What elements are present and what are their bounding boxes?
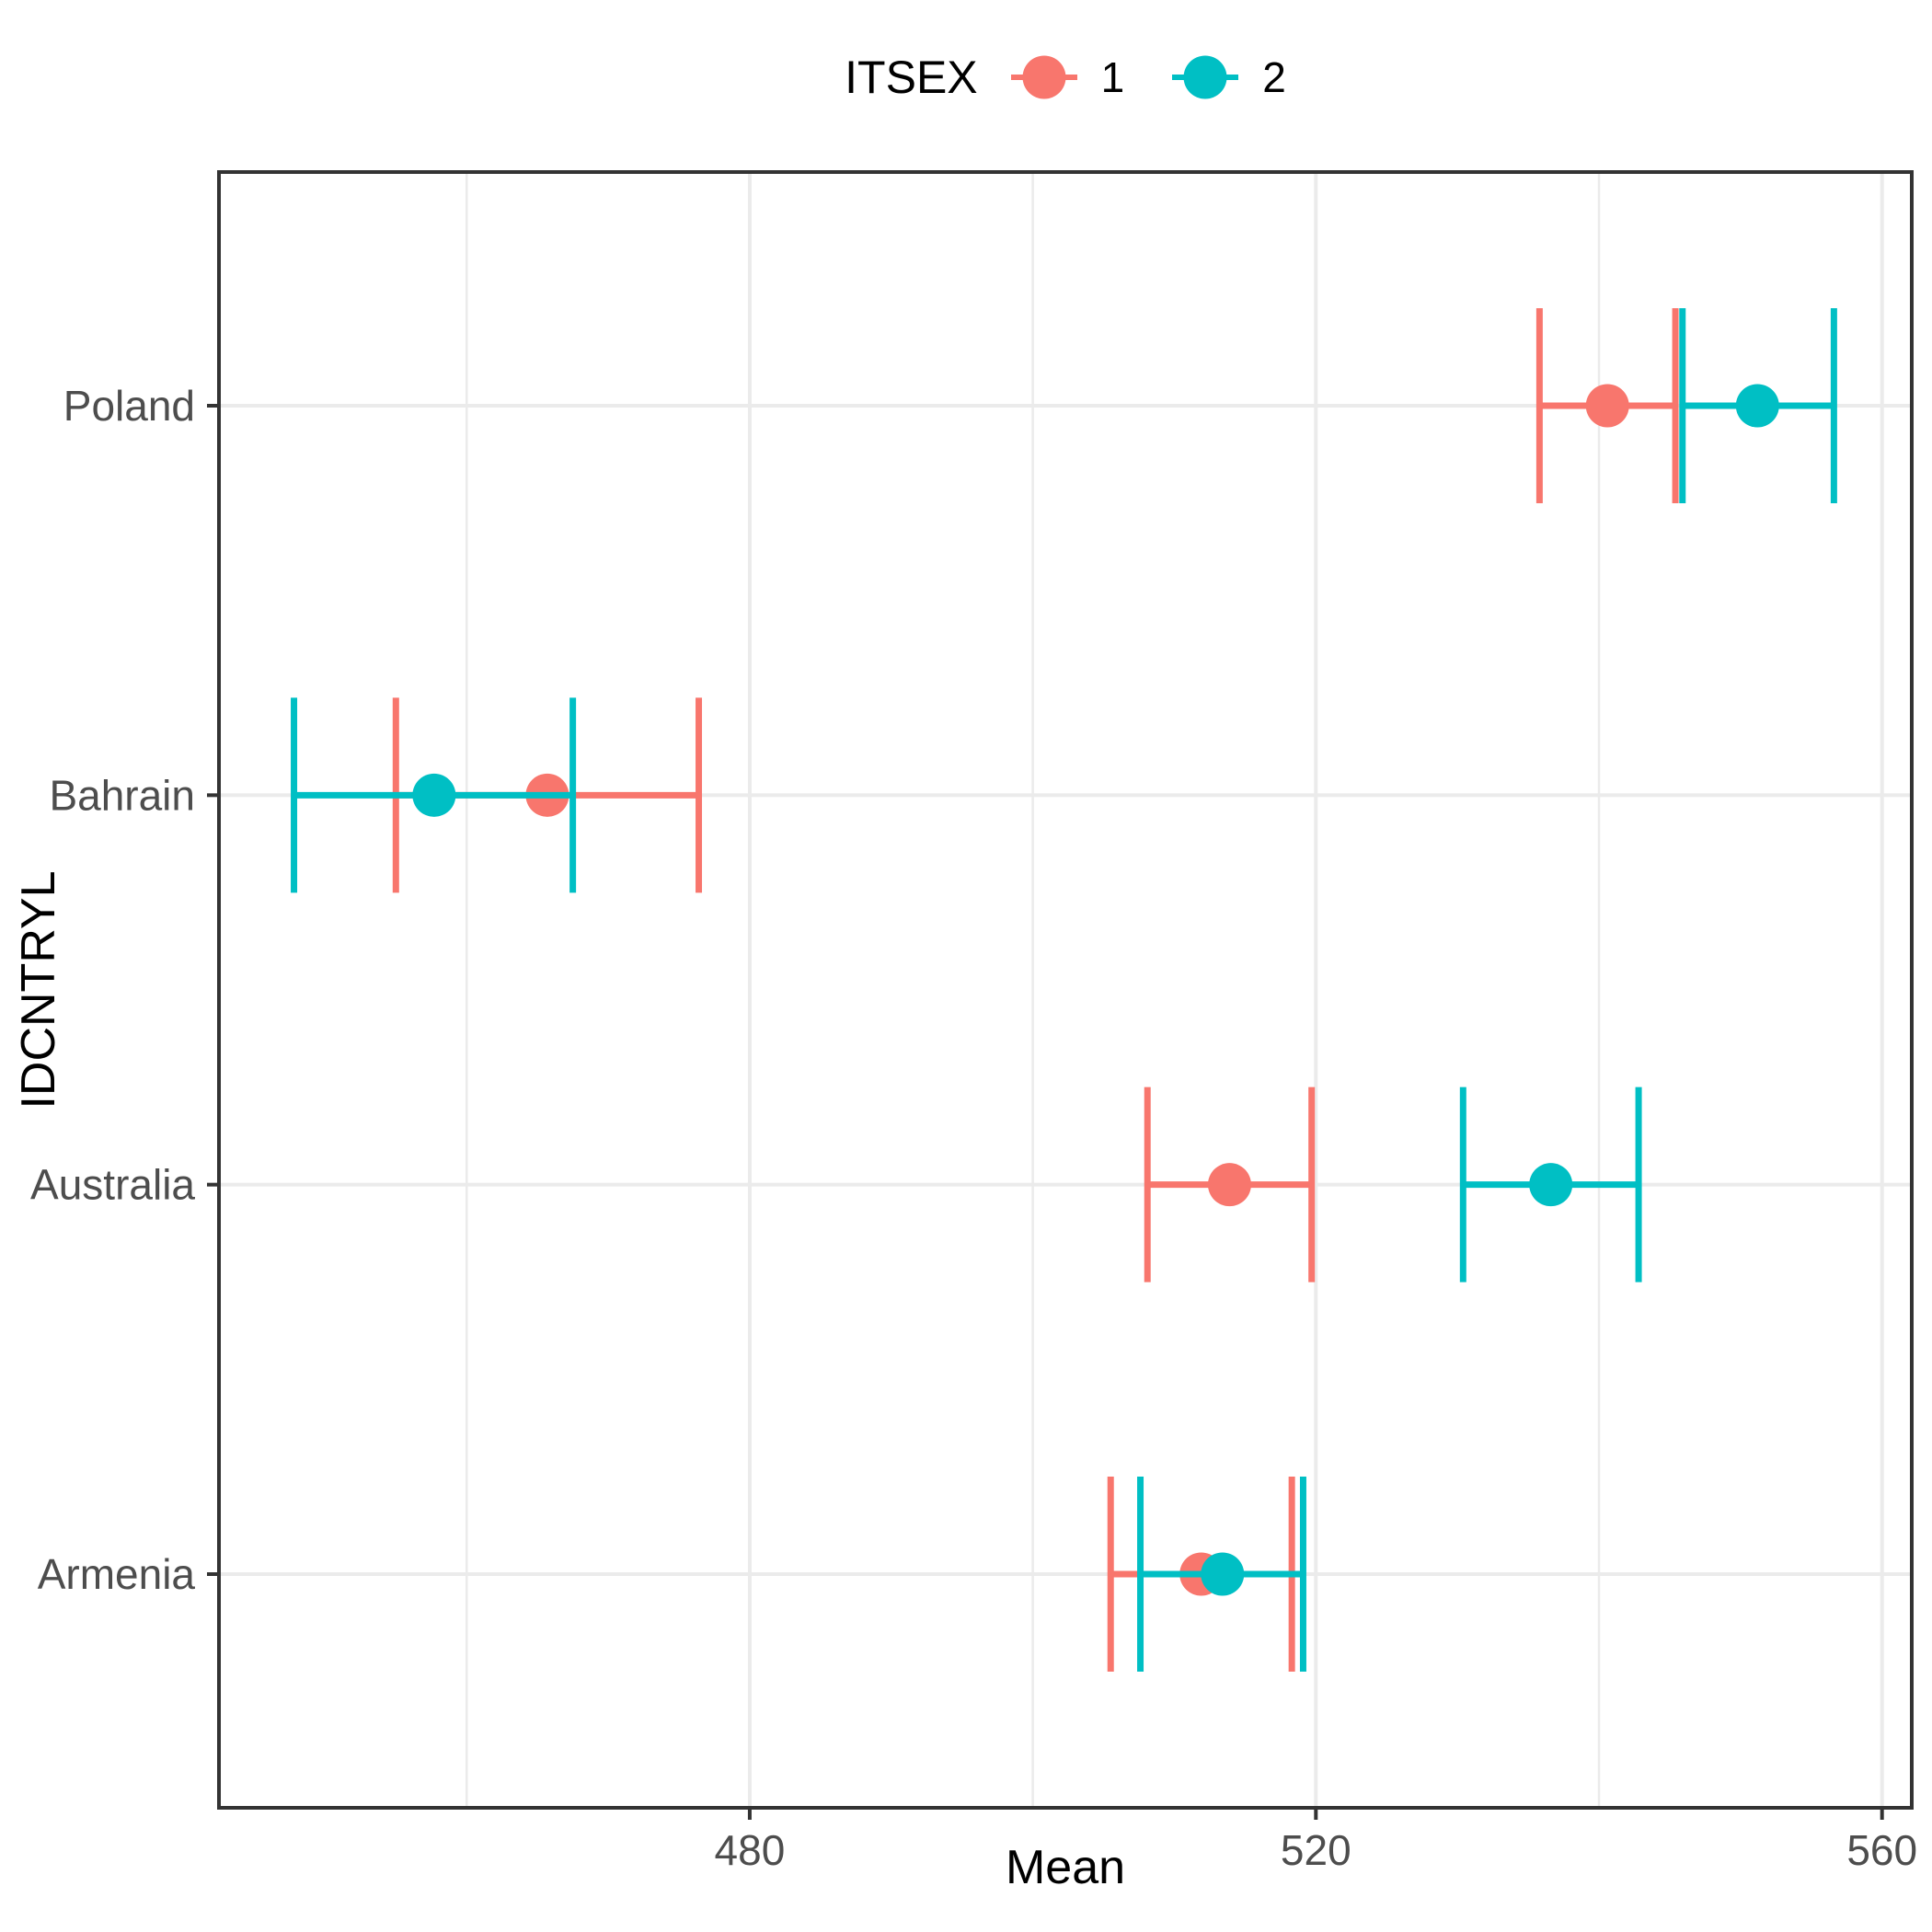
x-tick-label-480: 480: [715, 1826, 786, 1874]
errorbar-point-key-icon: [1010, 44, 1077, 110]
point-australia-itsex1: [1207, 1163, 1251, 1207]
legend-key-dot: [1022, 55, 1066, 99]
point-poland-itsex2: [1735, 384, 1779, 428]
y-tick-label-bahrain: Bahrain: [49, 771, 195, 819]
legend-title: ITSEX: [845, 52, 978, 103]
errorbar-point-key-icon: [1172, 44, 1239, 110]
point-bahrain-itsex2: [412, 773, 456, 817]
y-tick-label-australia: Australia: [30, 1161, 195, 1209]
legend-item-2: 2: [1172, 44, 1286, 110]
legend-item-label: 2: [1262, 53, 1286, 101]
legend-item-label: 1: [1100, 53, 1125, 101]
legend-key-dot: [1183, 55, 1227, 99]
x-axis-title: Mean: [1005, 1841, 1126, 1894]
point-armenia-itsex2: [1201, 1552, 1245, 1596]
y-tick-label-poland: Poland: [63, 382, 195, 430]
panel-border: [217, 170, 1914, 1810]
x-tick-label-560: 560: [1846, 1826, 1917, 1874]
x-tick-label-520: 520: [1281, 1826, 1351, 1874]
legend: ITSEX 1 2: [219, 31, 1912, 123]
point-poland-itsex1: [1585, 384, 1629, 428]
legend-item-1: 1: [1010, 44, 1125, 110]
y-tick-label-armenia: Armenia: [38, 1550, 196, 1598]
point-australia-itsex2: [1529, 1163, 1573, 1207]
y-axis-title: IDCNTRYL: [12, 870, 65, 1110]
